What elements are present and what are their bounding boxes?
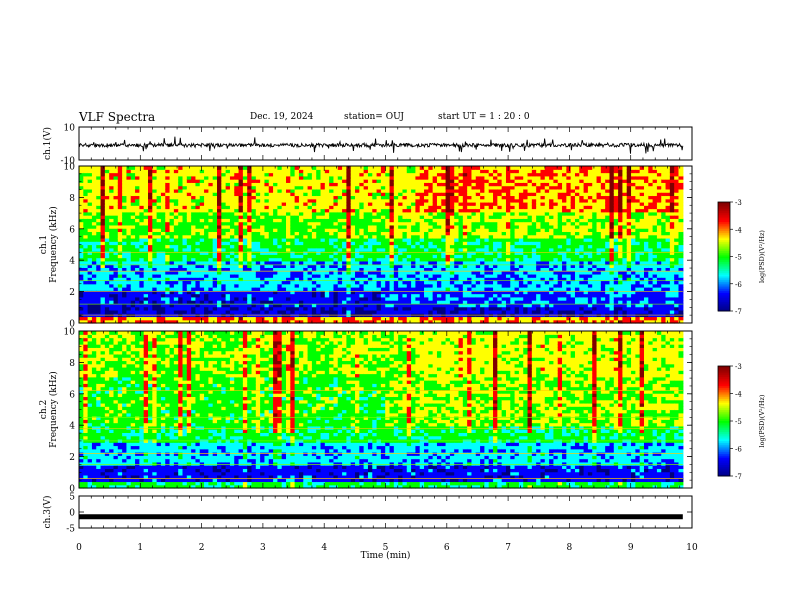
x-tick-label: 8 xyxy=(567,543,573,553)
y-axis-label: ch.1 xyxy=(39,235,49,254)
chart-title: VLF Spectra xyxy=(79,110,156,124)
x-tick-label: 7 xyxy=(505,543,511,553)
y-tick-label: 8 xyxy=(69,194,75,204)
colorbar-tick-label: -4 xyxy=(735,226,742,234)
y-tick-label: 10 xyxy=(64,163,76,173)
panel-1-axes: 10 -10 ch.1(V) xyxy=(42,124,693,167)
y-tick-label: 2 xyxy=(69,453,75,463)
ch1-trace xyxy=(78,136,684,154)
y-tick-label: 0 xyxy=(69,509,75,519)
x-tick-label: 5 xyxy=(383,543,389,553)
x-tick-label: 10 xyxy=(686,543,698,553)
x-tick-label: 0 xyxy=(76,543,82,553)
station-label: station= OUJ xyxy=(344,112,405,122)
x-tick-label: 2 xyxy=(199,543,205,553)
x-tick-label: 9 xyxy=(628,543,634,553)
y-tick-label: 6 xyxy=(69,225,75,235)
y-tick-label: 2 xyxy=(69,288,75,298)
colorbar-tick-label: -3 xyxy=(735,363,742,371)
y-axis-label: Frequency (kHz) xyxy=(48,371,59,448)
colorbar-tick-label: -6 xyxy=(735,281,742,289)
y-tick-label: 10 xyxy=(64,328,76,338)
y-tick-label: 0 xyxy=(69,485,75,495)
colorbar-label: log(PSD)(V²/Hz) xyxy=(758,230,766,283)
date-label: Dec. 19, 2024 xyxy=(250,112,314,122)
start-time-label: start UT = 1 : 20 : 0 xyxy=(438,112,530,122)
colorbar-1: -3 -4 -5 -6 -7 log(PSD)(V²/Hz) xyxy=(717,199,766,316)
x-tick-label: 1 xyxy=(137,543,143,553)
x-axis: 0 1 2 3 4 5 6 7 8 9 10 Time (min) xyxy=(76,543,698,561)
y-axis-label: ch.1(V) xyxy=(42,127,53,160)
colorbar-2: -3 -4 -5 -6 -7 log(PSD)(V²/Hz) xyxy=(717,363,766,481)
x-tick-label: 3 xyxy=(260,543,266,553)
panel-3-axes: 0 2 4 6 8 10 ch.2 Frequency (kHz) xyxy=(39,328,693,495)
colorbar-tick-label: -4 xyxy=(735,391,742,399)
x-tick-label: 4 xyxy=(321,543,327,553)
y-tick-label: 0 xyxy=(69,320,75,330)
y-tick-label: -10 xyxy=(61,157,76,167)
x-tick-label: 6 xyxy=(444,543,450,553)
y-tick-label: 4 xyxy=(69,257,75,267)
colorbar-tick-label: -7 xyxy=(735,308,742,316)
panel-2-axes: 0 2 4 6 8 10 ch.1 Frequency (kHz) xyxy=(39,163,693,330)
colorbar-tick-label: -5 xyxy=(735,254,742,262)
spectrogram-1 xyxy=(79,166,684,324)
ch1-waveform xyxy=(78,136,684,154)
y-axis-label: ch.2 xyxy=(39,400,49,419)
y-axis-label: ch.3(V) xyxy=(42,496,53,529)
x-axis-label: Time (min) xyxy=(361,550,411,561)
colorbar-label: log(PSD)(V²/Hz) xyxy=(758,394,766,447)
y-tick-label: 10 xyxy=(64,124,76,134)
y-tick-label: 6 xyxy=(69,390,75,400)
colorbar-tick-label: -5 xyxy=(735,418,742,426)
panel-4-axes: 5 0 -5 ch.3(V) xyxy=(42,493,693,535)
y-tick-label: 4 xyxy=(69,422,75,432)
colorbar-tick-label: -6 xyxy=(735,446,742,454)
y-axis-label: Frequency (kHz) xyxy=(48,206,59,283)
spectrogram-2 xyxy=(79,331,684,489)
colorbar-tick-label: -3 xyxy=(735,199,742,207)
y-tick-label: -5 xyxy=(66,525,75,535)
y-tick-label: 5 xyxy=(69,493,75,503)
y-tick-label: 8 xyxy=(69,359,75,369)
colorbar-tick-label: -7 xyxy=(735,473,742,481)
